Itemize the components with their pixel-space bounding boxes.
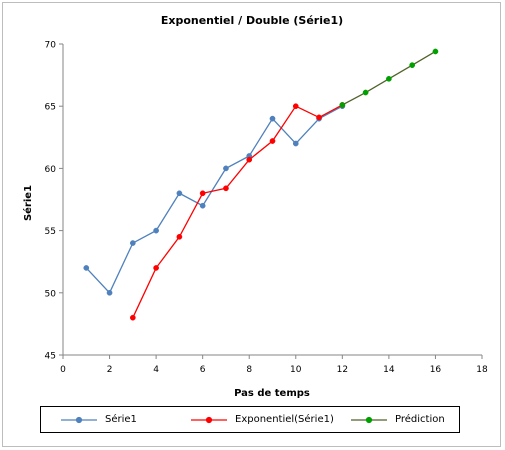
x-tick-label: 18 [476, 365, 488, 375]
series-line-serie1 [85, 105, 343, 294]
legend-swatch-prediction [351, 416, 387, 423]
data-point-serie1 [129, 240, 136, 246]
series-group [83, 48, 439, 321]
data-point-serie1 [199, 202, 206, 209]
data-point-exponentiel [223, 185, 229, 192]
legend-swatch-serie1 [61, 416, 97, 423]
data-point-serie1 [292, 140, 299, 147]
x-tick-label: 12 [337, 365, 348, 375]
y-tick-label: 60 [45, 165, 57, 175]
data-point-serie1 [176, 190, 183, 197]
data-point-exponentiel [199, 190, 206, 197]
x-tick-label: 16 [430, 365, 442, 375]
data-point-exponentiel [292, 103, 299, 110]
data-point-exponentiel [176, 233, 183, 240]
y-axis-label: Série1 [22, 185, 34, 221]
data-point-prediction [339, 102, 346, 108]
legend-item-prediction: Prédiction [349, 414, 459, 425]
legend-item-exponentiel: Exponentiel(Série1) [189, 414, 339, 425]
x-tick-label: 14 [383, 365, 395, 375]
y-tick-label: 50 [45, 289, 57, 299]
legend-label-prediction: Prédiction [395, 414, 445, 425]
data-point-serie1 [153, 227, 159, 234]
chart-frame [2, 2, 501, 447]
data-point-exponentiel [129, 314, 136, 321]
data-point-prediction [432, 48, 439, 55]
x-tick-label: 6 [200, 365, 206, 375]
legend-marker-exponentiel [205, 416, 213, 423]
data-point-exponentiel [316, 114, 322, 121]
axes-group: 45 50 55 60 65 70 0 2 4 6 8 10 12 14 16 18 [45, 41, 488, 376]
legend-label-serie1: Série1 [105, 414, 137, 425]
x-tick-label: 2 [107, 365, 113, 375]
chart-title: Exponentiel / Double (Série1) [161, 14, 343, 27]
legend: Série1 Exponentiel(Série1) Prédiction [40, 406, 460, 433]
data-point-exponentiel [153, 265, 159, 271]
y-tick-label: 45 [45, 352, 56, 362]
data-point-prediction [362, 89, 369, 96]
legend-marker-prediction [365, 416, 373, 423]
x-tick-label: 0 [60, 365, 66, 375]
legend-marker-serie1 [75, 416, 83, 423]
legend-item-serie1: Série1 [59, 414, 179, 425]
data-point-prediction [386, 75, 392, 82]
legend-swatch-exponentiel [191, 416, 227, 423]
data-point-exponentiel [269, 138, 276, 144]
x-tick-label: 8 [246, 365, 252, 375]
data-point-serie1 [269, 115, 276, 122]
data-point-prediction [409, 62, 416, 68]
y-tick-label: 55 [45, 227, 56, 237]
data-point-exponentiel [246, 156, 253, 163]
data-point-serie1 [106, 289, 113, 296]
x-tick-label: 4 [153, 365, 159, 375]
x-tick-label: 10 [290, 365, 302, 375]
data-point-serie1 [83, 265, 90, 271]
y-tick-label: 70 [45, 41, 57, 51]
x-axis-label: Pas de temps [234, 388, 310, 399]
y-tick-label: 65 [45, 103, 56, 113]
legend-label-exponentiel: Exponentiel(Série1) [235, 414, 334, 425]
data-point-serie1 [223, 165, 229, 172]
series-line-exponentiel [132, 104, 343, 318]
